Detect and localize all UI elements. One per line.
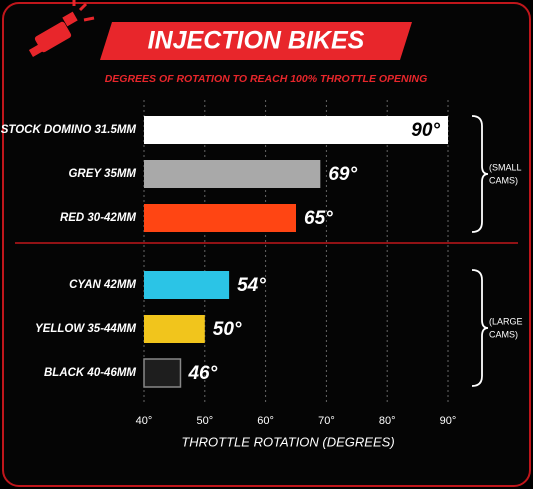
group-label: (LARGE xyxy=(489,316,523,326)
value-label: 69° xyxy=(328,164,357,185)
value-label: 54° xyxy=(237,275,266,296)
bar xyxy=(144,116,448,144)
category-label: CYAN 42MM xyxy=(69,279,136,291)
chart-title: INJECTION BIKES xyxy=(148,27,365,55)
category-label: BLACK 40-46MM xyxy=(44,367,136,379)
bar xyxy=(144,315,205,343)
value-label: 90° xyxy=(411,120,440,141)
bracket xyxy=(471,115,489,233)
bar xyxy=(144,271,230,299)
bracket xyxy=(471,269,489,387)
group-label: CAMS) xyxy=(489,329,518,339)
bar xyxy=(143,358,182,388)
x-tick-label: 90° xyxy=(440,415,457,427)
value-label: 65° xyxy=(304,208,333,229)
x-axis-label: THROTTLE ROTATION (DEGREES) xyxy=(181,434,394,449)
x-tick-label: 70° xyxy=(318,415,335,427)
icon xyxy=(28,0,95,57)
bar xyxy=(144,204,296,232)
category-label: YELLOW 35-44MM xyxy=(35,323,136,335)
group-label: CAMS) xyxy=(489,175,518,185)
value-label: 46° xyxy=(187,363,217,384)
category-label: GREY 35MM xyxy=(68,168,136,180)
group-label: (SMALL xyxy=(489,162,522,172)
x-tick-label: 40° xyxy=(136,415,153,427)
x-tick-label: 50° xyxy=(196,415,213,427)
category-label: RED 30-42MM xyxy=(60,212,136,224)
title-banner xyxy=(100,22,412,60)
x-tick-label: 60° xyxy=(257,415,274,427)
x-tick-label: 80° xyxy=(379,415,396,427)
category-label: STOCK DOMINO 31.5MM xyxy=(1,124,137,136)
bar xyxy=(144,160,321,188)
chart-subtitle: DEGREES OF ROTATION TO REACH 100% THROTT… xyxy=(105,73,428,85)
value-label: 50° xyxy=(213,319,242,340)
